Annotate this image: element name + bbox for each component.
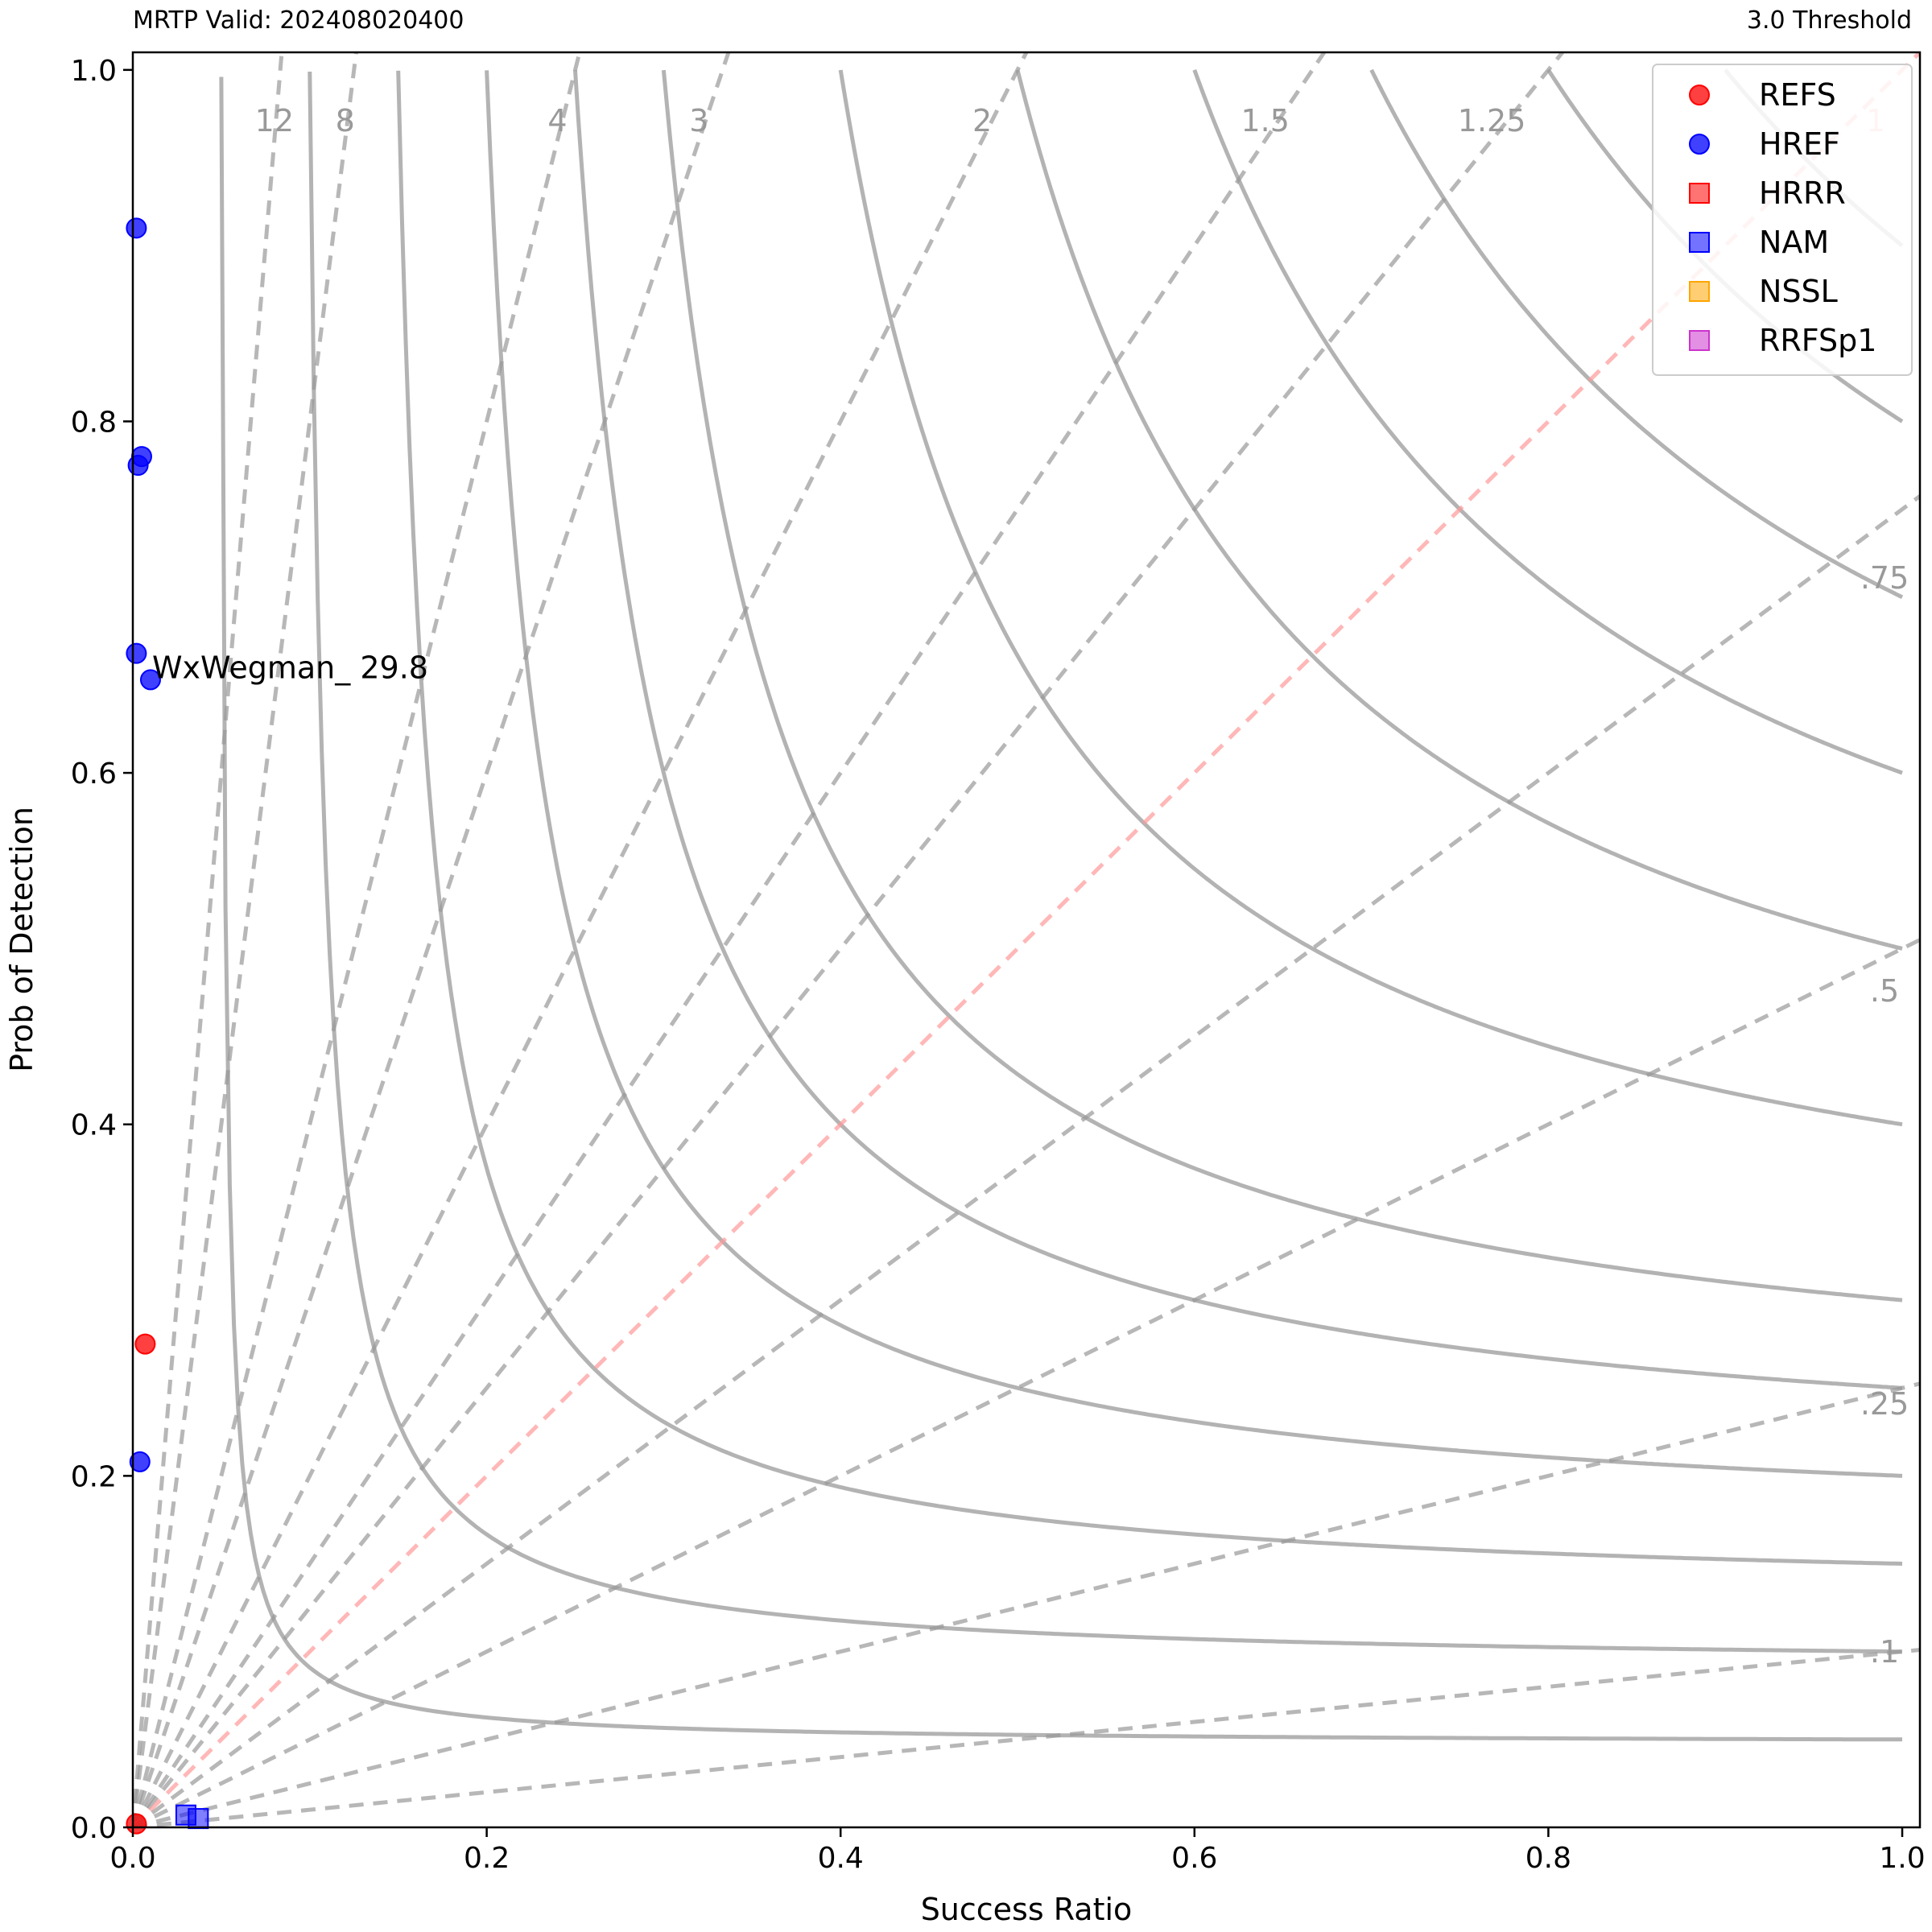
bias-label: 3 <box>689 103 708 138</box>
bias-line <box>133 52 1327 1827</box>
y-tick-label: 0.0 <box>71 1812 117 1845</box>
bias-line <box>133 1381 1920 1827</box>
bias-label: .25 <box>1860 1386 1909 1422</box>
csi-contour <box>661 69 1903 1302</box>
point-annotation: WxWegman_ 29.8 <box>152 650 428 685</box>
bias-label: 4 <box>547 103 567 138</box>
csi-contour <box>308 71 1903 1654</box>
bias-line <box>133 494 1920 1827</box>
legend-label-nssl: NSSL <box>1759 274 1838 309</box>
legend-marker-refs <box>1689 85 1710 105</box>
bias-label: .1 <box>1870 1634 1899 1670</box>
bias-line <box>133 52 358 1827</box>
threshold-label: 3.0 Threshold <box>1746 6 1912 35</box>
data-point-href <box>127 455 149 477</box>
bias-label: 12 <box>255 103 294 138</box>
legend-marker-rrfsp1 <box>1689 330 1710 351</box>
valid-time-label: MRTP Valid: 202408020400 <box>133 6 464 35</box>
legend-label-refs: REFS <box>1759 77 1836 113</box>
plot-frame <box>131 51 1922 1829</box>
x-axis-label: Success Ratio <box>921 1892 1133 1927</box>
csi-contour <box>1369 68 1904 600</box>
legend-marker-href <box>1689 134 1710 155</box>
legend-label-hrrr: HRRR <box>1759 175 1846 211</box>
data-point-refs <box>126 1813 147 1835</box>
bias-label: .75 <box>1860 560 1909 596</box>
x-tick-label: 0.6 <box>1171 1842 1217 1875</box>
data-point-nam <box>188 1808 209 1830</box>
legend-marker-hrrr <box>1689 183 1710 204</box>
y-tick-label: 0.4 <box>71 1109 117 1142</box>
data-point-href <box>129 1451 151 1472</box>
bias-label: 1.5 <box>1241 103 1290 138</box>
bias-line <box>133 52 1564 1827</box>
legend-box <box>1652 64 1913 376</box>
bias-line <box>133 52 582 1827</box>
csi-contour <box>1192 69 1903 775</box>
bias-label: 8 <box>336 103 355 138</box>
data-point-href <box>139 669 161 691</box>
legend-label-rrfsp1: RRFSp1 <box>1759 323 1876 358</box>
x-tick-label: 0.4 <box>818 1842 864 1875</box>
bias-label: 2 <box>972 103 992 138</box>
bias-line <box>133 1648 1920 1827</box>
bias-line <box>133 52 1920 1827</box>
x-tick-label: 0.0 <box>109 1842 155 1875</box>
bias-line <box>133 52 284 1827</box>
csi-contour <box>838 69 1903 1127</box>
y-tick-label: 0.2 <box>71 1460 117 1493</box>
y-tick-label: 0.8 <box>71 406 117 439</box>
csi-contour <box>1015 69 1903 951</box>
bias-label: .5 <box>1870 973 1899 1009</box>
data-point-refs <box>134 1333 156 1355</box>
x-tick-label: 0.2 <box>464 1842 510 1875</box>
csi-contour <box>396 70 1903 1566</box>
bias-line <box>133 52 1029 1827</box>
data-point-href <box>126 217 147 239</box>
y-axis-label: Prob of Detection <box>4 807 39 1072</box>
legend-label-nam: NAM <box>1759 225 1829 260</box>
bias-label: 1.25 <box>1458 103 1526 138</box>
data-point-href <box>126 642 147 664</box>
legend-label-href: HREF <box>1759 126 1840 162</box>
y-tick-label: 0.6 <box>71 758 117 791</box>
legend-marker-nssl <box>1689 281 1710 302</box>
x-tick-label: 1.0 <box>1879 1842 1925 1875</box>
csi-contour <box>219 76 1902 1742</box>
csi-contour <box>573 70 1903 1390</box>
legend-marker-nam <box>1689 232 1710 253</box>
bias-line <box>133 938 1920 1827</box>
x-tick-label: 0.8 <box>1525 1842 1571 1875</box>
y-tick-label: 1.0 <box>71 55 117 88</box>
